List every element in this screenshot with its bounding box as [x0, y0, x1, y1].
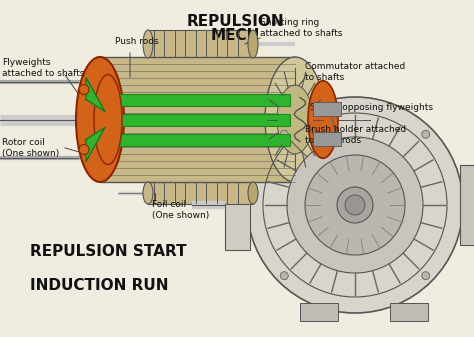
Ellipse shape [277, 85, 313, 154]
Circle shape [280, 130, 288, 138]
Ellipse shape [248, 182, 258, 204]
Ellipse shape [248, 30, 258, 58]
Bar [225, 160, 250, 250]
Circle shape [280, 272, 288, 280]
Polygon shape [86, 127, 105, 161]
Circle shape [337, 187, 373, 223]
Text: MECH: MECH [210, 28, 260, 43]
Circle shape [247, 97, 463, 313]
Text: Flyweights
attached to shafts: Flyweights attached to shafts [2, 58, 84, 78]
Text: REPULSION: REPULSION [186, 14, 284, 29]
Circle shape [79, 85, 89, 94]
Bar [313, 101, 341, 116]
Bar [148, 30, 253, 58]
Polygon shape [86, 78, 105, 112]
Ellipse shape [143, 182, 153, 204]
Circle shape [79, 145, 89, 154]
Bar [105, 133, 290, 146]
Circle shape [287, 137, 423, 273]
Ellipse shape [265, 57, 325, 182]
Circle shape [422, 130, 430, 138]
Bar [460, 165, 474, 245]
Text: Shorting ring
attached to shafts: Shorting ring attached to shafts [260, 18, 343, 38]
Bar [300, 303, 338, 321]
Ellipse shape [308, 81, 338, 158]
Text: Push rods: Push rods [115, 37, 159, 47]
Bar [105, 93, 290, 105]
Bar [100, 57, 295, 182]
Text: Spring opposing flyweights: Spring opposing flyweights [310, 103, 433, 113]
Text: Foil coil
(One shown): Foil coil (One shown) [152, 200, 209, 220]
Circle shape [305, 155, 405, 255]
Text: Brush holder attached
to push rods: Brush holder attached to push rods [305, 125, 406, 145]
Ellipse shape [143, 30, 153, 58]
Text: REPULSION START: REPULSION START [30, 245, 187, 259]
Bar [390, 303, 428, 321]
Ellipse shape [94, 74, 122, 164]
Text: Rotor coil
(One shown): Rotor coil (One shown) [2, 138, 59, 158]
Bar [313, 131, 341, 146]
Ellipse shape [76, 57, 124, 182]
Circle shape [422, 272, 430, 280]
Circle shape [345, 195, 365, 215]
Bar [105, 114, 290, 125]
Text: Commutator attached
to shafts: Commutator attached to shafts [305, 62, 405, 82]
Bar [148, 182, 253, 204]
Text: INDUCTION RUN: INDUCTION RUN [30, 277, 168, 293]
